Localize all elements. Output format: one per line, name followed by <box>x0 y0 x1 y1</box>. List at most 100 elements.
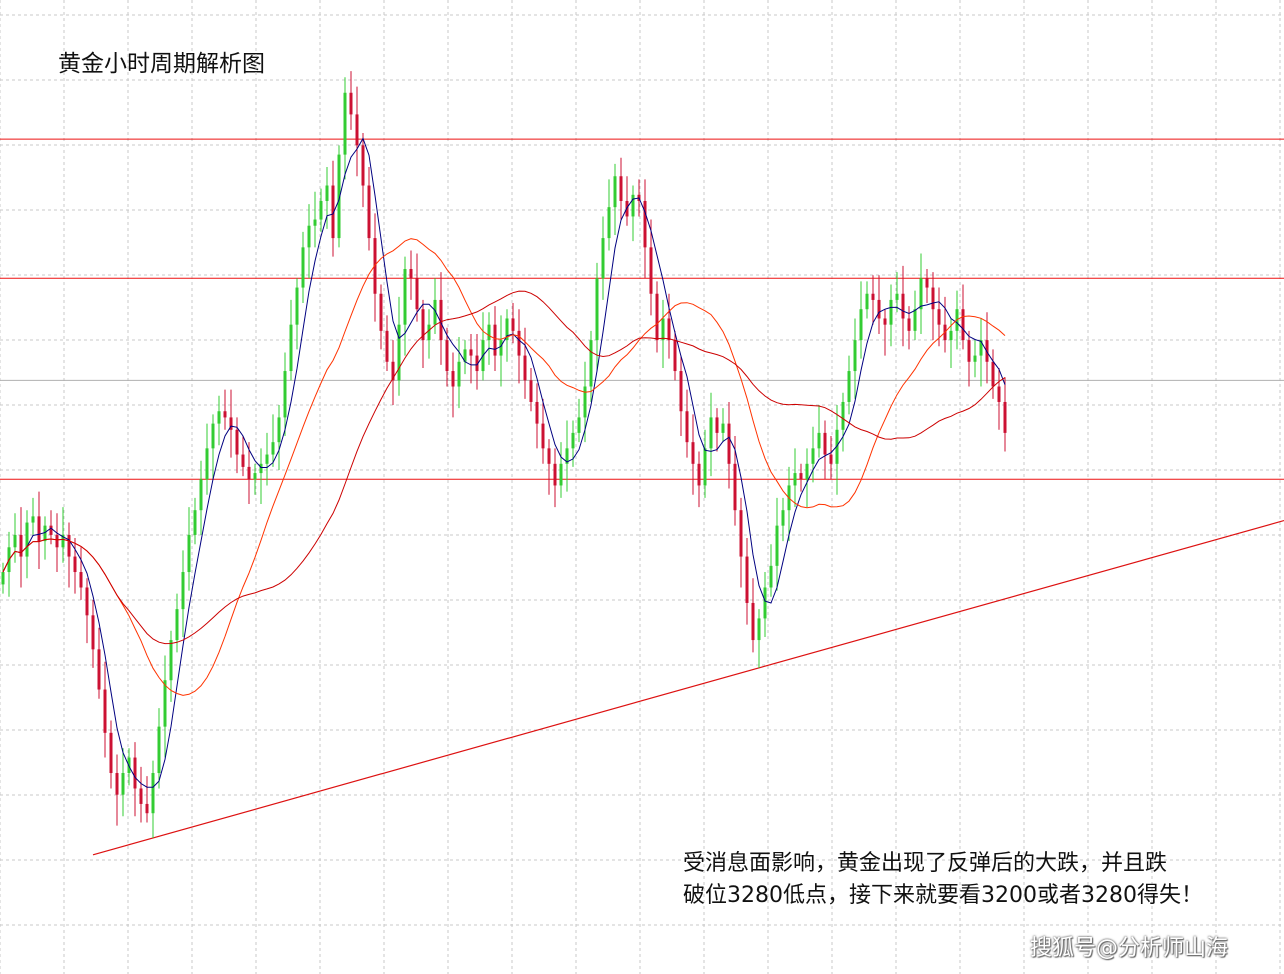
candle-up <box>835 429 839 464</box>
candle-up <box>175 609 179 641</box>
candle-down <box>667 318 671 341</box>
candle-down <box>385 330 389 362</box>
candle-down <box>643 200 647 248</box>
candle-down <box>673 340 677 372</box>
candle-up <box>601 238 605 279</box>
candle-down <box>223 411 227 418</box>
candle-up <box>565 448 569 464</box>
candle-down <box>799 473 803 480</box>
candle-down <box>79 572 83 588</box>
ma-fast-line <box>2 137 1006 788</box>
candle-down <box>349 92 353 115</box>
candle-up <box>793 473 797 486</box>
candle-up <box>889 299 893 325</box>
candle-up <box>505 318 509 341</box>
candle-down <box>139 788 143 804</box>
candle-up <box>589 340 593 387</box>
candle-up <box>211 423 215 449</box>
candle-down <box>91 615 95 650</box>
candle-down <box>619 176 623 201</box>
candle-up <box>427 324 431 341</box>
candle-up <box>613 176 617 208</box>
candle-down <box>85 587 89 616</box>
candle-down <box>649 247 653 294</box>
candle-up <box>709 417 713 449</box>
candle-up <box>817 432 821 449</box>
candle-up <box>217 411 221 424</box>
candle-up <box>31 516 35 523</box>
candle-up <box>559 463 563 486</box>
candle-up <box>577 417 581 433</box>
candle-down <box>409 269 413 279</box>
candle-up <box>157 726 161 774</box>
candle-down <box>355 114 359 146</box>
candle-up <box>193 510 197 535</box>
candle-up <box>487 324 491 341</box>
candle-up <box>277 417 281 443</box>
candle-down <box>475 355 479 372</box>
candle-down <box>49 525 53 535</box>
ma-mid-line <box>2 238 1006 696</box>
candle-up <box>499 340 503 356</box>
candle-up <box>43 525 47 542</box>
candle-up <box>169 640 173 681</box>
candle-down <box>145 803 149 814</box>
candle-up <box>337 154 341 239</box>
candle-down <box>535 401 539 424</box>
candle-down <box>715 417 719 433</box>
candle-down <box>379 293 383 331</box>
chart-title: 黄金小时周期解析图 <box>58 51 265 77</box>
candle-up <box>433 299 437 325</box>
candle-up <box>571 432 575 449</box>
candle-up <box>325 185 329 201</box>
candle-down <box>547 448 551 464</box>
candle-down <box>871 293 875 300</box>
candle-up <box>397 324 401 381</box>
candle-up <box>607 207 611 239</box>
candle-down <box>73 556 77 573</box>
candle-down <box>655 293 659 341</box>
candle-down <box>367 185 371 239</box>
moving-averages <box>2 137 1006 788</box>
candle-up <box>187 534 191 573</box>
ma-slow-line <box>2 290 1006 645</box>
candle-down <box>19 534 23 557</box>
candle-down <box>109 732 113 774</box>
candle-up <box>283 371 287 418</box>
candle-down <box>415 278 419 310</box>
candle-down <box>241 454 245 467</box>
candle-down <box>469 349 473 356</box>
annotation-text: 受消息面影响，黄金出现了反弹后的大跌，并且跌 破位3280低点，接下来就要看32… <box>683 848 1203 912</box>
candle-down <box>1003 401 1007 433</box>
candle-up <box>271 442 275 455</box>
candle-down <box>883 318 887 325</box>
candle-down <box>823 432 827 455</box>
candle-up <box>265 454 269 464</box>
candle-up <box>25 522 29 557</box>
candle-down <box>925 278 929 288</box>
watermark: 搜狐号@分析师山海 <box>1030 936 1229 961</box>
candle-up <box>181 572 185 610</box>
candle-up <box>13 534 17 548</box>
annotation-line-1: 受消息面影响，黄金出现了反弹后的大跌，并且跌 <box>683 851 1168 876</box>
candle-up <box>289 324 293 372</box>
candle-up <box>319 200 323 220</box>
candle-down <box>439 299 443 341</box>
candle-up <box>631 194 635 217</box>
candle-up <box>769 565 773 588</box>
candle-down <box>829 454 833 464</box>
candle-down <box>727 423 731 464</box>
candle-down <box>553 463 557 486</box>
candle-up <box>307 225 311 248</box>
candle-up <box>757 618 761 641</box>
candle-up <box>853 340 857 372</box>
candle-up <box>463 349 467 362</box>
candle-down <box>133 757 137 789</box>
candle-down <box>691 442 695 464</box>
trend-line <box>92 519 1284 856</box>
candle-down <box>961 309 965 341</box>
candle-down <box>511 318 515 331</box>
annotation-line-2: 破位3280低点，接下来就要看3200或者3280得失！ <box>683 883 1203 908</box>
candle-up <box>253 473 257 480</box>
